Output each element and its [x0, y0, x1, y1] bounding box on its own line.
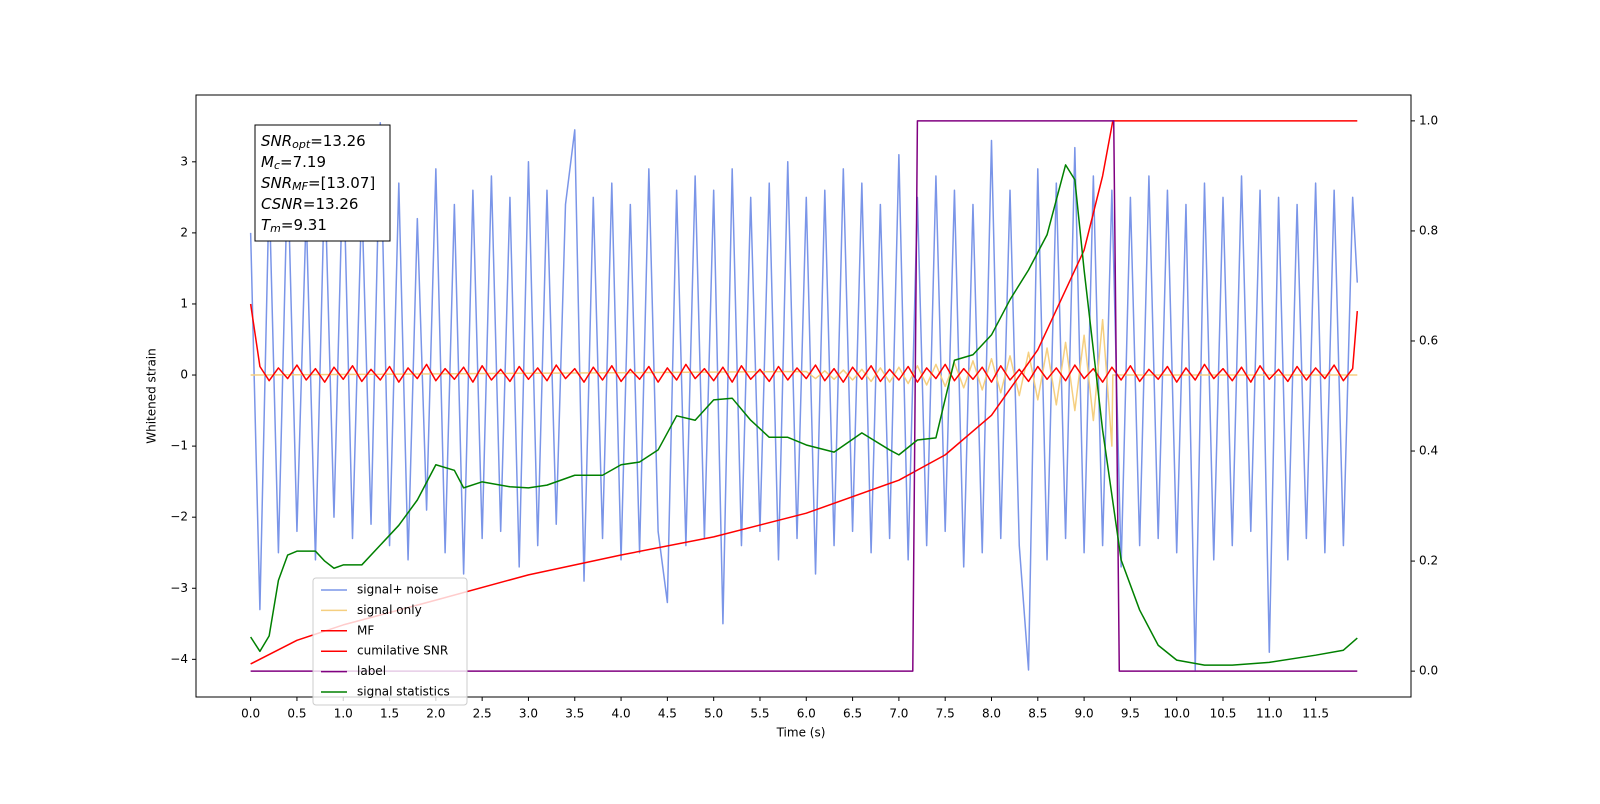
- annotation-value: =9.31: [281, 216, 327, 234]
- annotation-symbol: M: [261, 153, 274, 171]
- x-tick-label: 2.5: [473, 707, 492, 721]
- x-tick-label: 5.0: [704, 707, 723, 721]
- annotation-subscript: MF: [292, 180, 308, 193]
- x-tick-label: 5.5: [750, 707, 769, 721]
- legend-frame: [312, 577, 468, 706]
- y-tick-label: −4: [170, 652, 188, 666]
- x-tick-label: 1.5: [380, 707, 399, 721]
- legend-label: label: [357, 664, 386, 678]
- annotation-symbol: SNR: [261, 174, 292, 192]
- series-line: [249, 121, 1359, 671]
- annotation-text: Mc=7.19: [261, 153, 326, 173]
- annotation-subscript: opt: [292, 138, 311, 151]
- annotation-text: Tm=9.31: [261, 216, 327, 236]
- annotation-value: =[13.07]: [308, 174, 375, 192]
- legend-label: signal+ noise: [357, 583, 438, 597]
- y-tick-label: 3: [180, 154, 188, 168]
- x-tick-label: 0.0: [241, 707, 260, 721]
- annotation-symbol: CSNR: [261, 195, 303, 213]
- annotation-value: =13.26: [310, 132, 366, 150]
- plot-frame: [195, 94, 1412, 698]
- y2-tick-label: 0.4: [1419, 444, 1438, 458]
- x-tick-label: 6.5: [843, 707, 862, 721]
- annotation-box: SNRopt=13.26Mc=7.19SNRMF=[13.07]CSNR=13.…: [254, 124, 391, 242]
- annotation-subscript: m: [270, 222, 281, 235]
- annotation-text: SNRMF=[13.07]: [261, 174, 375, 194]
- x-tick-label: 4.0: [612, 707, 631, 721]
- legend-label: signal statistics: [357, 685, 450, 699]
- x-tick-label: 4.5: [658, 707, 677, 721]
- x-tick-label: 11.0: [1256, 707, 1283, 721]
- x-tick-label: 6.0: [797, 707, 816, 721]
- y-tick-label: −3: [170, 581, 188, 595]
- x-tick-label: 7.0: [889, 707, 908, 721]
- x-tick-label: 8.0: [982, 707, 1001, 721]
- annotation-frame: [254, 124, 391, 242]
- x-axis-label: Time (s): [776, 726, 826, 740]
- y-tick-label: −1: [170, 439, 188, 453]
- x-tick-label: 2.0: [426, 707, 445, 721]
- y2-tick-label: 0.0: [1419, 664, 1438, 678]
- y-tick-label: 1: [180, 296, 188, 310]
- y2-tick-label: 0.2: [1419, 554, 1438, 568]
- annotation-symbol: T: [261, 216, 272, 234]
- y2-tick-label: 0.8: [1419, 223, 1438, 237]
- y-tick-label: −2: [170, 510, 188, 524]
- series-line: [249, 303, 1359, 383]
- x-tick-label: 3.5: [565, 707, 584, 721]
- x-tick-label: 9.5: [1121, 707, 1140, 721]
- series-line: [250, 164, 1358, 666]
- series-line: [250, 318, 1358, 447]
- x-tick-label: 10.5: [1210, 707, 1237, 721]
- y2-tick-label: 0.6: [1419, 333, 1438, 347]
- x-tick-label: 1.0: [334, 707, 353, 721]
- annotation-text: CSNR=13.26: [261, 195, 358, 213]
- annotation-text: SNRopt=13.26: [261, 132, 366, 152]
- x-tick-label: 3.0: [519, 707, 538, 721]
- x-tick-label: 8.5: [1028, 707, 1047, 721]
- x-tick-label: 11.5: [1302, 707, 1329, 721]
- x-tick-label: 10.0: [1163, 707, 1190, 721]
- x-tick-label: 7.5: [936, 707, 955, 721]
- annotation-symbol: SNR: [261, 132, 292, 150]
- x-tick-label: 0.5: [287, 707, 306, 721]
- legend-label: cumilative SNR: [357, 644, 448, 658]
- annotation-value: =13.26: [303, 195, 359, 213]
- y-axis-label: Whitened strain: [145, 348, 159, 444]
- legend-label: MF: [357, 623, 374, 637]
- x-tick-label: 9.0: [1075, 707, 1094, 721]
- legend: signal+ noise signal only MF cumilative SNR…: [312, 577, 468, 706]
- y-tick-label: 2: [180, 225, 188, 239]
- y-tick-label: 0: [180, 368, 188, 382]
- y2-tick-label: 1.0: [1419, 113, 1438, 127]
- annotation-value: =7.19: [280, 153, 326, 171]
- legend-label: signal only: [357, 603, 422, 617]
- series-line: [250, 120, 1358, 672]
- annotation-subscript: c: [274, 159, 280, 172]
